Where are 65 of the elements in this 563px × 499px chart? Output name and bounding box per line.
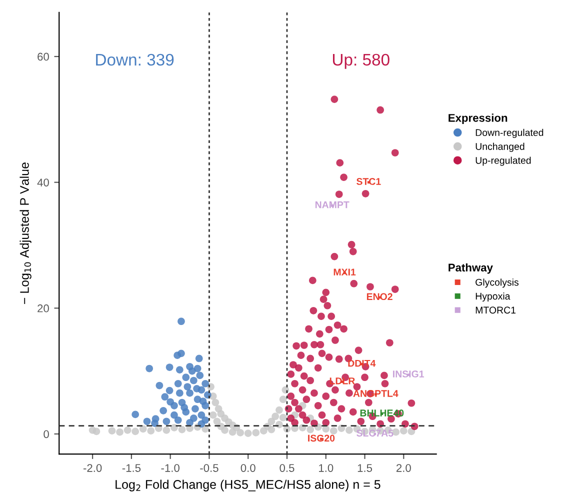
point	[176, 389, 184, 397]
y-tick-label: 40	[37, 178, 49, 186]
x-tick-label: 1.0	[319, 464, 334, 472]
x-tick-label: 2.0	[396, 464, 411, 472]
x-tick-label: 0.0	[240, 464, 256, 472]
x-tick-label: 1.5	[358, 464, 372, 472]
point	[178, 318, 185, 326]
y-tick-label: 20	[38, 304, 49, 312]
point	[166, 364, 174, 371]
annotation: NAMPT	[315, 201, 350, 208]
point	[190, 376, 198, 384]
annotation: Down: 339	[96, 54, 174, 66]
point	[160, 407, 168, 414]
point	[174, 380, 182, 388]
annotation: ISG20	[308, 434, 335, 442]
point	[156, 382, 164, 390]
y-tick-label: 60	[38, 52, 49, 61]
legend-label: MTORC1	[476, 306, 516, 314]
point	[176, 366, 184, 374]
x-tick-label: -1.5	[122, 464, 141, 472]
annotation: INSIG1	[393, 370, 424, 378]
point	[195, 354, 203, 362]
point	[174, 416, 182, 424]
point	[132, 410, 140, 418]
point	[146, 364, 154, 372]
legend-label: Hypoxia	[476, 292, 510, 302]
point	[166, 386, 174, 394]
point	[182, 374, 190, 382]
y-tick-label: 0	[44, 430, 49, 438]
point	[162, 418, 170, 426]
point	[161, 393, 169, 401]
x-tick-label: -0.5	[200, 464, 218, 472]
annotation: Up: 580	[332, 54, 390, 69]
legend-title: Expression	[448, 114, 508, 124]
annotation: SLC7A5	[356, 430, 394, 437]
point	[184, 383, 192, 390]
point	[188, 367, 196, 375]
legend-label: Down-regulated	[476, 128, 544, 138]
y-axis-title: − Log$_{10}$ Adjusted P Value	[20, 162, 32, 304]
point	[202, 380, 210, 388]
point	[170, 402, 178, 410]
point	[202, 416, 210, 424]
point	[178, 350, 185, 358]
point	[186, 389, 194, 397]
point	[193, 384, 200, 392]
legend-label: Glycolysis	[476, 278, 519, 288]
annotation: MXI1	[334, 268, 356, 276]
point	[143, 418, 151, 426]
point	[192, 405, 199, 412]
point	[180, 404, 188, 412]
annotation: DDIT4	[348, 360, 376, 367]
text: Pathway	[448, 263, 493, 274]
point	[196, 372, 204, 380]
annotation: ENO2	[366, 293, 392, 300]
x-tick-label: 0.5	[280, 464, 294, 472]
annotation: STC1	[356, 178, 381, 185]
point	[170, 411, 178, 419]
x-tick-label: -2.0	[83, 464, 102, 472]
point	[151, 420, 158, 427]
point	[199, 398, 207, 405]
x-tick-label: -1.0	[161, 464, 180, 472]
legend-label: Up-regulated	[476, 156, 531, 166]
x-axis-title: Log$_{2}$ Fold Change (HS5_MEC/HS5 alone) n = 5	[116, 480, 380, 492]
point	[198, 411, 206, 419]
legend-label: Unchanged	[476, 142, 524, 152]
